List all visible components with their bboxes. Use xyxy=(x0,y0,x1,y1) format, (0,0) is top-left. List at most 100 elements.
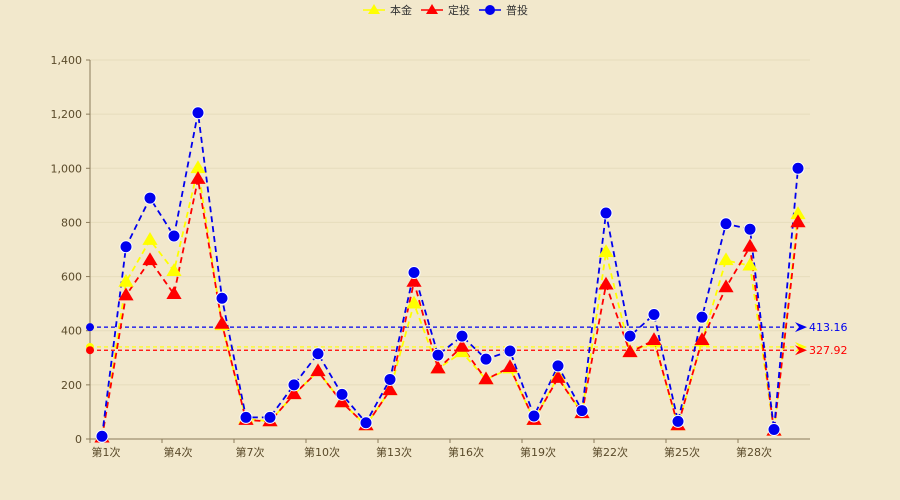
series-line xyxy=(101,168,799,438)
data-point[interactable] xyxy=(382,382,398,396)
data-point[interactable] xyxy=(550,370,566,383)
data-point[interactable] xyxy=(143,191,157,205)
data-point[interactable] xyxy=(694,332,710,345)
y-tick-label: 400 xyxy=(61,325,82,338)
data-point[interactable] xyxy=(551,359,565,373)
data-point[interactable] xyxy=(286,386,302,400)
data-point[interactable] xyxy=(478,371,494,385)
data-point[interactable] xyxy=(742,238,758,252)
data-point[interactable] xyxy=(95,429,109,443)
series-lines xyxy=(101,112,799,438)
y-tick-label: 1,400 xyxy=(51,54,83,67)
data-point[interactable] xyxy=(719,217,733,231)
legend: 本金 定投 普投 xyxy=(363,3,528,17)
data-point[interactable] xyxy=(622,344,638,358)
average-arrow xyxy=(795,345,807,356)
series-line xyxy=(101,178,799,438)
data-point[interactable] xyxy=(647,307,661,321)
data-point[interactable] xyxy=(166,263,182,276)
x-tick-label: 第10次 xyxy=(304,445,340,459)
data-point[interactable] xyxy=(503,344,517,358)
y-tick-label: 0 xyxy=(75,433,82,446)
data-point[interactable] xyxy=(502,359,518,373)
average-start-dot xyxy=(86,323,94,332)
data-point[interactable] xyxy=(623,329,637,343)
average-arrow xyxy=(795,322,807,333)
data-point[interactable] xyxy=(695,310,709,324)
data-point[interactable] xyxy=(215,291,229,305)
average-label: 413.16 xyxy=(809,321,848,334)
data-point[interactable] xyxy=(575,404,589,418)
x-tick-label: 第25次 xyxy=(664,445,700,459)
data-point[interactable] xyxy=(383,372,397,386)
legend-label: 普投 xyxy=(506,3,528,17)
data-point[interactable] xyxy=(406,295,422,309)
data-point[interactable] xyxy=(166,286,182,299)
average-start-dot xyxy=(86,346,94,355)
data-point[interactable] xyxy=(190,171,206,184)
legend-marker xyxy=(368,4,380,14)
average-labels: 413.16 327.92 xyxy=(809,321,848,357)
data-point[interactable] xyxy=(118,273,134,287)
legend-item[interactable]: 本金 xyxy=(363,3,412,17)
data-point[interactable] xyxy=(527,409,541,423)
data-point[interactable] xyxy=(646,332,662,345)
data-point[interactable] xyxy=(599,206,613,220)
data-point[interactable] xyxy=(190,160,206,174)
x-tick-label: 第7次 xyxy=(236,445,265,459)
average-label: 327.92 xyxy=(809,344,848,357)
average-lines xyxy=(86,322,807,356)
data-point[interactable] xyxy=(118,287,134,301)
x-tick-label: 第28次 xyxy=(736,445,772,459)
data-point[interactable] xyxy=(119,240,133,254)
data-point[interactable] xyxy=(743,222,757,236)
data-point[interactable] xyxy=(791,161,805,175)
data-point[interactable] xyxy=(359,416,373,430)
data-point[interactable] xyxy=(671,414,685,428)
data-point[interactable] xyxy=(742,257,758,271)
legend-item[interactable]: 定投 xyxy=(421,3,470,17)
x-tick-label: 第16次 xyxy=(448,445,484,459)
data-point[interactable] xyxy=(239,410,253,424)
data-point[interactable] xyxy=(455,329,469,343)
data-point[interactable] xyxy=(310,363,326,377)
x-tick-label: 第4次 xyxy=(164,445,193,459)
data-point[interactable] xyxy=(263,410,277,424)
data-point[interactable] xyxy=(431,348,445,362)
data-point[interactable] xyxy=(142,252,158,266)
data-point[interactable] xyxy=(598,276,614,290)
y-tick-label: 800 xyxy=(61,216,82,229)
data-point[interactable] xyxy=(167,229,181,243)
average-arrow xyxy=(795,341,807,352)
data-point[interactable] xyxy=(191,106,205,120)
series-markers xyxy=(94,106,806,443)
legend-label: 定投 xyxy=(448,3,470,17)
data-point[interactable] xyxy=(454,338,470,352)
data-point[interactable] xyxy=(790,214,806,228)
x-tick-label: 第13次 xyxy=(376,445,412,459)
data-point[interactable] xyxy=(287,378,301,392)
data-point[interactable] xyxy=(214,315,230,329)
data-point[interactable] xyxy=(406,273,422,287)
data-point[interactable] xyxy=(311,347,325,361)
x-tick-label: 第19次 xyxy=(520,445,556,459)
data-point[interactable] xyxy=(479,352,493,366)
y-tick-label: 200 xyxy=(61,379,82,392)
data-point[interactable] xyxy=(407,266,421,280)
x-tick-label: 第22次 xyxy=(592,445,628,459)
data-point[interactable] xyxy=(767,423,781,437)
data-point[interactable] xyxy=(598,244,614,258)
data-point[interactable] xyxy=(334,394,350,408)
x-tick-label: 第1次 xyxy=(92,445,121,459)
data-point[interactable] xyxy=(430,360,446,374)
data-point[interactable] xyxy=(718,279,734,293)
legend-marker xyxy=(485,5,495,15)
data-point[interactable] xyxy=(718,252,734,266)
legend-item[interactable]: 普投 xyxy=(479,3,528,17)
data-point[interactable] xyxy=(335,387,349,401)
legend-label: 本金 xyxy=(390,3,412,17)
data-point[interactable] xyxy=(142,232,158,245)
axes: 0 200 400 600 800 1,000 1,200 1,400 第1次 第4次 第7次 第10… xyxy=(51,54,810,459)
data-point[interactable] xyxy=(790,206,806,220)
